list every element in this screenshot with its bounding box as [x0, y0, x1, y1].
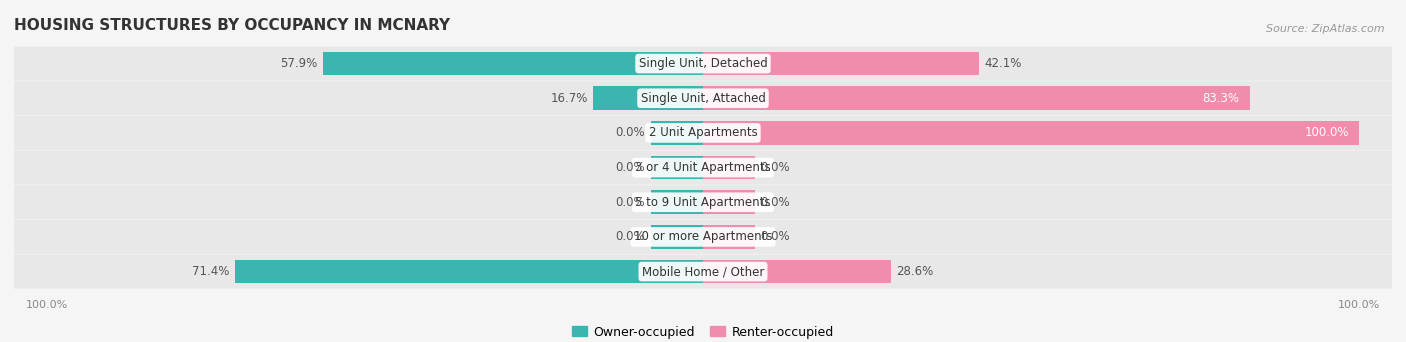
Text: 57.9%: 57.9%: [281, 57, 318, 70]
Bar: [651, 225, 703, 249]
FancyBboxPatch shape: [14, 185, 1392, 219]
Bar: [651, 190, 703, 214]
Text: 0.0%: 0.0%: [616, 231, 645, 244]
FancyBboxPatch shape: [14, 116, 1392, 150]
Bar: [593, 87, 703, 110]
Text: 42.1%: 42.1%: [984, 57, 1022, 70]
Text: HOUSING STRUCTURES BY OCCUPANCY IN MCNARY: HOUSING STRUCTURES BY OCCUPANCY IN MCNAR…: [14, 18, 450, 33]
Text: 16.7%: 16.7%: [551, 92, 588, 105]
Bar: [323, 52, 703, 75]
Bar: [703, 190, 755, 214]
Text: 5 to 9 Unit Apartments: 5 to 9 Unit Apartments: [636, 196, 770, 209]
Text: 0.0%: 0.0%: [616, 127, 645, 140]
Text: 0.0%: 0.0%: [616, 196, 645, 209]
Bar: [703, 156, 755, 179]
Text: 10 or more Apartments: 10 or more Apartments: [634, 231, 772, 244]
Text: Source: ZipAtlas.com: Source: ZipAtlas.com: [1267, 24, 1385, 34]
Bar: [703, 87, 1250, 110]
Bar: [703, 121, 1360, 145]
Text: 0.0%: 0.0%: [616, 161, 645, 174]
Text: 0.0%: 0.0%: [761, 161, 790, 174]
Bar: [235, 260, 703, 284]
Text: 100.0%: 100.0%: [1305, 127, 1350, 140]
Text: 71.4%: 71.4%: [191, 265, 229, 278]
FancyBboxPatch shape: [14, 81, 1392, 115]
Bar: [703, 225, 755, 249]
Text: 28.6%: 28.6%: [896, 265, 934, 278]
FancyBboxPatch shape: [14, 150, 1392, 185]
Text: Single Unit, Attached: Single Unit, Attached: [641, 92, 765, 105]
Bar: [703, 260, 890, 284]
FancyBboxPatch shape: [14, 47, 1392, 81]
Text: 2 Unit Apartments: 2 Unit Apartments: [648, 127, 758, 140]
Text: 83.3%: 83.3%: [1202, 92, 1240, 105]
FancyBboxPatch shape: [14, 254, 1392, 289]
Bar: [651, 156, 703, 179]
FancyBboxPatch shape: [14, 220, 1392, 254]
Text: 0.0%: 0.0%: [761, 231, 790, 244]
Text: 0.0%: 0.0%: [761, 196, 790, 209]
Legend: Owner-occupied, Renter-occupied: Owner-occupied, Renter-occupied: [568, 320, 838, 342]
Text: 3 or 4 Unit Apartments: 3 or 4 Unit Apartments: [636, 161, 770, 174]
Text: Mobile Home / Other: Mobile Home / Other: [641, 265, 765, 278]
Bar: [703, 52, 979, 75]
Bar: [651, 121, 703, 145]
Text: Single Unit, Detached: Single Unit, Detached: [638, 57, 768, 70]
